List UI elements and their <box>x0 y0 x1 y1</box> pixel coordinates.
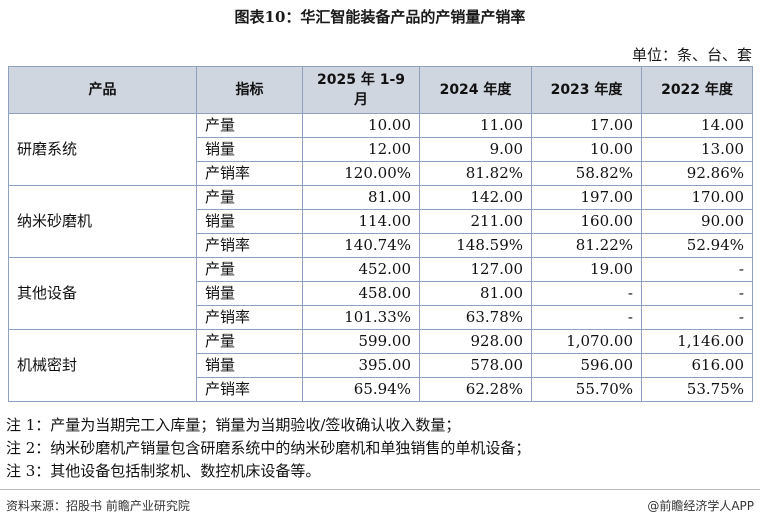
table-row: 销量 12.00 9.00 10.00 13.00 <box>9 137 753 162</box>
value-cell: 11.00 <box>419 113 532 138</box>
metric-cell: 产量 <box>196 185 303 210</box>
source-text: 资料来源：招股书 前瞻产业研究院 <box>6 499 190 513</box>
value-cell: 92.86% <box>641 161 753 186</box>
value-cell: 19.00 <box>531 257 642 282</box>
value-cell: - <box>641 281 753 306</box>
value-cell: 81.82% <box>419 161 532 186</box>
metric-cell: 销量 <box>196 353 303 378</box>
value-cell: 10.00 <box>531 137 642 162</box>
note-2: 注 2：纳米砂磨机产销量包含研磨系统中的纳米砂磨机和单独销售的单机设备； <box>6 439 531 457</box>
value-cell: 211.00 <box>419 209 532 234</box>
value-cell: 13.00 <box>641 137 753 162</box>
brand-text: @前瞻经济学人APP <box>647 499 754 513</box>
table-row: 产销率 65.94% 62.28% 55.70% 53.75% <box>9 377 753 402</box>
value-cell: 596.00 <box>531 353 642 378</box>
value-cell: - <box>641 257 753 282</box>
value-cell: 101.33% <box>302 305 420 330</box>
metric-cell: 销量 <box>196 281 303 306</box>
footer: 资料来源：招股书 前瞻产业研究院 @前瞻经济学人APP <box>6 494 754 516</box>
value-cell: 53.75% <box>641 377 753 402</box>
value-cell: 17.00 <box>531 113 642 138</box>
metric-cell: 产销率 <box>196 377 303 402</box>
metric-cell: 产销率 <box>196 161 303 186</box>
value-cell: 63.78% <box>419 305 532 330</box>
value-cell: 458.00 <box>302 281 420 306</box>
value-cell: 170.00 <box>641 185 753 210</box>
value-cell: 81.00 <box>302 185 420 210</box>
value-cell: 578.00 <box>419 353 532 378</box>
product-cell: 其他设备 <box>8 257 197 330</box>
value-cell: 142.00 <box>419 185 532 210</box>
chart-title: 图表10：华汇智能装备产品的产销量产销率 <box>234 8 526 26</box>
metric-cell: 销量 <box>196 209 303 234</box>
table-row: 其他设备 产量 452.00 127.00 19.00- <box>8 257 753 330</box>
value-cell: 9.00 <box>419 137 532 162</box>
footer-divider <box>0 489 760 490</box>
note-3: 注 3：其他设备包括制浆机、数控机床设备等。 <box>6 462 321 480</box>
value-cell: 10.00 <box>302 113 420 138</box>
notes: 注 1：产量为当期完工入库量；销量为当期验收/签收确认收入数量； 注 2：纳米砂… <box>6 414 530 483</box>
col-header-2023: 2023 年度 <box>531 66 642 114</box>
production-sales-table: 产品 指标 2025 年 1-9 月 2024 年度 2023 年度 2022 … <box>8 66 753 402</box>
value-cell: - <box>531 281 642 306</box>
value-cell: 127.00 <box>419 257 532 282</box>
value-cell: 90.00 <box>641 209 753 234</box>
value-cell: 12.00 <box>302 137 420 162</box>
product-cell: 机械密封 <box>8 329 197 402</box>
metric-cell: 产销率 <box>196 305 303 330</box>
value-cell: 1,146.00 <box>641 329 753 354</box>
value-cell: 1,070.00 <box>531 329 642 354</box>
value-cell: 395.00 <box>302 353 420 378</box>
table-row: 产销率 120.00% 81.82% 58.82% 92.86% <box>9 161 753 186</box>
value-cell: 160.00 <box>531 209 642 234</box>
metric-cell: 销量 <box>196 137 303 162</box>
unit-label: 单位：条、台、套 <box>631 46 752 64</box>
value-cell: 58.82% <box>531 161 642 186</box>
col-header-2022: 2022 年度 <box>641 66 753 114</box>
note-1: 注 1：产量为当期完工入库量；销量为当期验收/签收确认收入数量； <box>6 416 461 434</box>
value-cell: - <box>641 305 753 330</box>
metric-cell: 产销率 <box>196 233 303 258</box>
value-cell: 928.00 <box>419 329 532 354</box>
value-cell: - <box>531 305 642 330</box>
product-cell: 研磨系统 <box>8 113 197 186</box>
value-cell: 197.00 <box>531 185 642 210</box>
table-header-row: 产品 指标 2025 年 1-9 月 2024 年度 2023 年度 2022 … <box>8 66 753 114</box>
value-cell: 148.59% <box>419 233 532 258</box>
value-cell: 62.28% <box>419 377 532 402</box>
col-header-metric: 指标 <box>196 66 303 114</box>
value-cell: 120.00% <box>302 161 420 186</box>
table-row: 机械密封 产量 599.00 928.00 1,070.00 1,146.00 <box>8 329 753 402</box>
value-cell: 114.00 <box>302 209 420 234</box>
col-header-2024: 2024 年度 <box>419 66 532 114</box>
value-cell: 599.00 <box>302 329 420 354</box>
value-cell: 81.22% <box>531 233 642 258</box>
value-cell: 452.00 <box>302 257 420 282</box>
value-cell: 55.70% <box>531 377 642 402</box>
col-header-product: 产品 <box>8 66 197 114</box>
metric-cell: 产量 <box>196 329 303 354</box>
metric-cell: 产量 <box>196 257 303 282</box>
value-cell: 616.00 <box>641 353 753 378</box>
table-row: 销量 114.00 211.00 160.00 90.00 <box>9 209 753 234</box>
table-row: 纳米砂磨机 产量 81.00 142.00 197.00 170.00 <box>8 185 753 258</box>
value-cell: 140.74% <box>302 233 420 258</box>
value-cell: 14.00 <box>641 113 753 138</box>
value-cell: 81.00 <box>419 281 532 306</box>
col-header-2025: 2025 年 1-9 月 <box>302 66 420 114</box>
table-row: 产销率 140.74% 148.59% 81.22% 52.94% <box>9 233 753 258</box>
product-cell: 纳米砂磨机 <box>8 185 197 258</box>
metric-cell: 产量 <box>196 113 303 138</box>
table-row: 研磨系统 产量 10.00 11.00 17.00 14.00 <box>8 113 753 186</box>
value-cell: 52.94% <box>641 233 753 258</box>
value-cell: 65.94% <box>302 377 420 402</box>
